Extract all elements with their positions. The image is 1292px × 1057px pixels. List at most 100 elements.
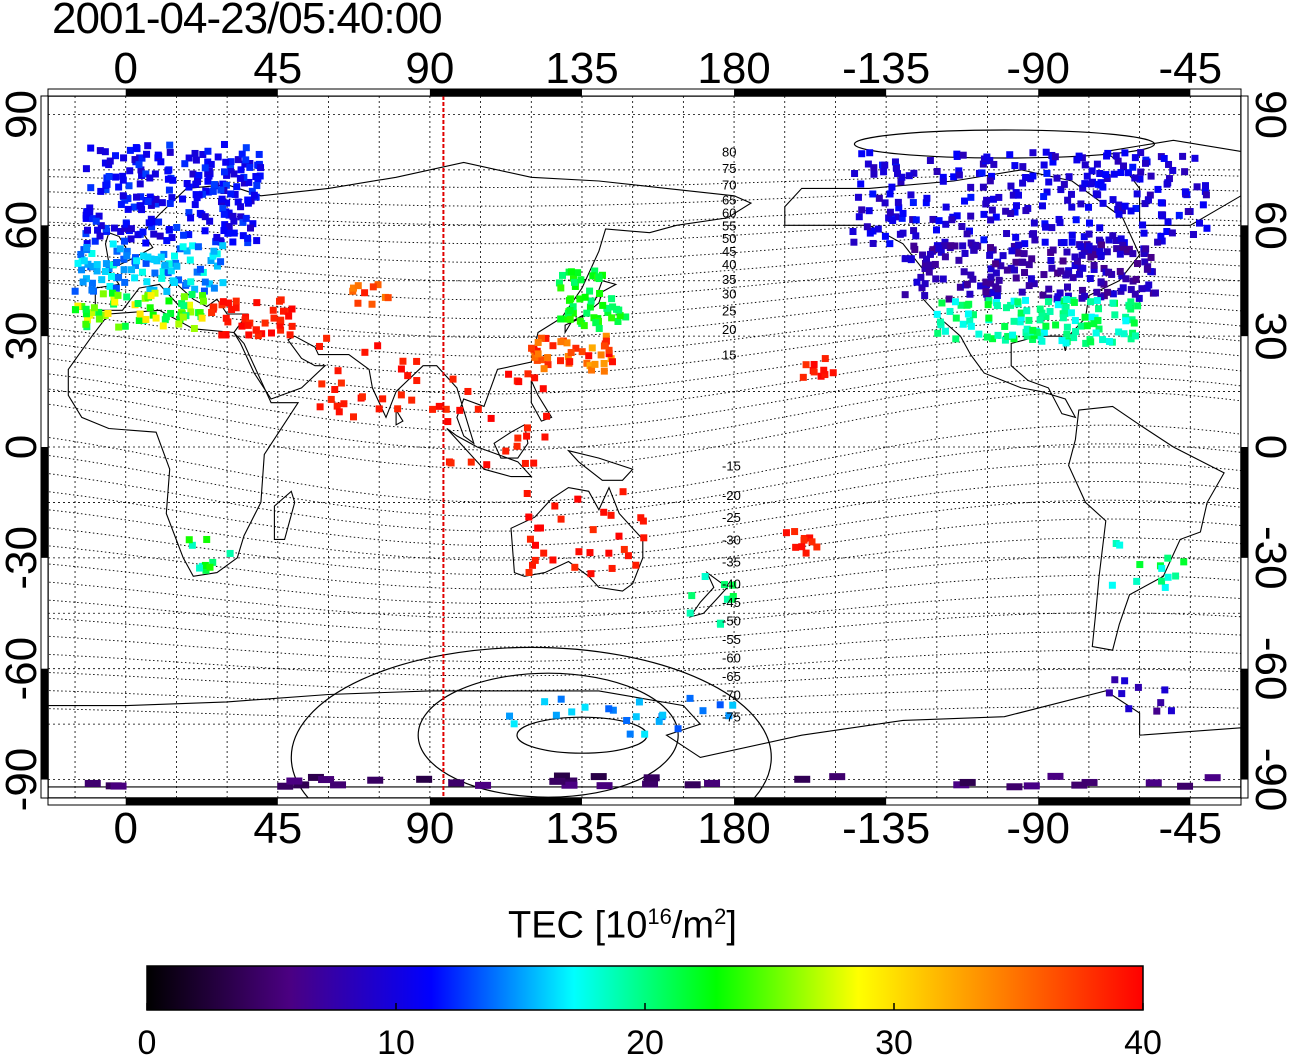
tec-cell	[1038, 337, 1046, 345]
tec-cell	[576, 317, 584, 325]
tec-cell	[581, 703, 589, 711]
tec-cell	[87, 144, 95, 152]
tec-cell	[910, 227, 918, 235]
tec-cell	[992, 213, 1000, 221]
magnetic-lat-label: -20	[722, 488, 741, 503]
tec-cell	[1120, 162, 1128, 170]
tec-cell	[523, 432, 531, 440]
tec-cell	[1081, 292, 1089, 300]
top-lon-label: 180	[697, 44, 770, 93]
tec-cell	[577, 276, 585, 284]
tec-cell	[242, 214, 250, 222]
tec-cell	[641, 730, 649, 738]
tec-cell	[1030, 219, 1038, 227]
magnetic-lat-curve	[48, 376, 1241, 451]
tec-cell	[1136, 175, 1144, 183]
tec-cell	[1071, 317, 1079, 325]
tec-cell	[857, 180, 865, 188]
tec-cell	[1060, 239, 1068, 247]
tec-cell	[175, 320, 183, 328]
tec-cell	[217, 238, 225, 246]
tec-cell	[244, 321, 252, 329]
tec-cell	[583, 309, 591, 317]
tec-cell	[212, 238, 220, 246]
frame-right-bar	[1241, 668, 1248, 780]
tec-cell	[933, 310, 941, 318]
tec-cell	[1119, 246, 1127, 254]
tec-cell	[528, 561, 536, 569]
tec-cell	[83, 316, 91, 324]
tec-cell	[945, 295, 953, 303]
tec-cell	[1157, 199, 1165, 207]
tec-cell	[983, 333, 991, 341]
tec-cell	[105, 161, 113, 169]
magnetic-pole-ring-outer	[290, 646, 772, 798]
tec-cell	[557, 695, 565, 703]
tec-cell	[206, 563, 214, 571]
tec-cell	[165, 297, 173, 305]
tec-cell	[794, 775, 811, 783]
tec-cell	[912, 216, 920, 224]
magnetic-lat-label: -55	[722, 632, 741, 647]
tec-cell	[394, 405, 402, 413]
tec-cell	[802, 549, 810, 557]
tec-cell	[590, 314, 598, 322]
tec-cell	[688, 592, 696, 600]
tec-cell	[1151, 289, 1159, 297]
tec-cell	[255, 150, 263, 158]
tec-cell	[230, 229, 238, 237]
tec-cell	[567, 349, 575, 357]
tec-cell	[905, 172, 913, 180]
tec-cell	[225, 223, 233, 231]
tec-cell	[245, 178, 253, 186]
tec-cell	[135, 161, 143, 169]
tec-cell	[96, 147, 104, 155]
tec-cell	[1165, 160, 1173, 168]
tec-cell	[725, 712, 733, 720]
tec-cell	[1105, 337, 1113, 345]
tec-cell	[581, 293, 589, 301]
tec-cell	[1081, 161, 1089, 169]
tec-cell	[1095, 236, 1103, 244]
tec-cell	[104, 309, 112, 317]
tec-cell	[605, 705, 613, 713]
tec-cell	[106, 157, 114, 165]
magnetic-lat-label: 25	[722, 303, 736, 318]
tec-cell	[138, 268, 146, 276]
tec-cell	[164, 175, 172, 183]
tec-cell	[1014, 249, 1022, 257]
tec-cell	[191, 201, 199, 209]
tec-cell	[88, 249, 96, 257]
tec-cell	[223, 199, 231, 207]
tec-cell	[340, 400, 348, 408]
tec-cell	[1090, 320, 1098, 328]
tec-cell	[898, 214, 906, 222]
tec-cell	[201, 164, 209, 172]
tec-cell	[132, 261, 140, 269]
tec-cell	[88, 286, 96, 294]
tec-cell	[921, 260, 929, 268]
tec-cell	[233, 183, 241, 191]
tec-cell	[1133, 260, 1141, 268]
tec-cell	[894, 170, 902, 178]
tec-cell	[958, 223, 966, 231]
tec-cell	[138, 206, 146, 214]
tec-cell	[907, 191, 915, 199]
tec-cell	[1105, 689, 1113, 697]
tec-cell	[1029, 335, 1037, 343]
tec-cell	[205, 167, 213, 175]
tec-cell	[1060, 180, 1068, 188]
tec-cell	[1023, 332, 1031, 340]
tec-cell	[568, 708, 576, 716]
tec-cell	[1097, 278, 1105, 286]
frame-left-bar	[41, 447, 48, 558]
tec-cell	[146, 174, 154, 182]
tec-cell	[1158, 212, 1166, 220]
tec-cell	[138, 154, 146, 162]
tec-cell	[565, 296, 573, 304]
tec-cell	[909, 199, 917, 207]
tec-cell	[603, 304, 611, 312]
colorbar	[146, 965, 1144, 1011]
tec-cell	[413, 377, 421, 385]
tec-cell	[1008, 247, 1016, 255]
